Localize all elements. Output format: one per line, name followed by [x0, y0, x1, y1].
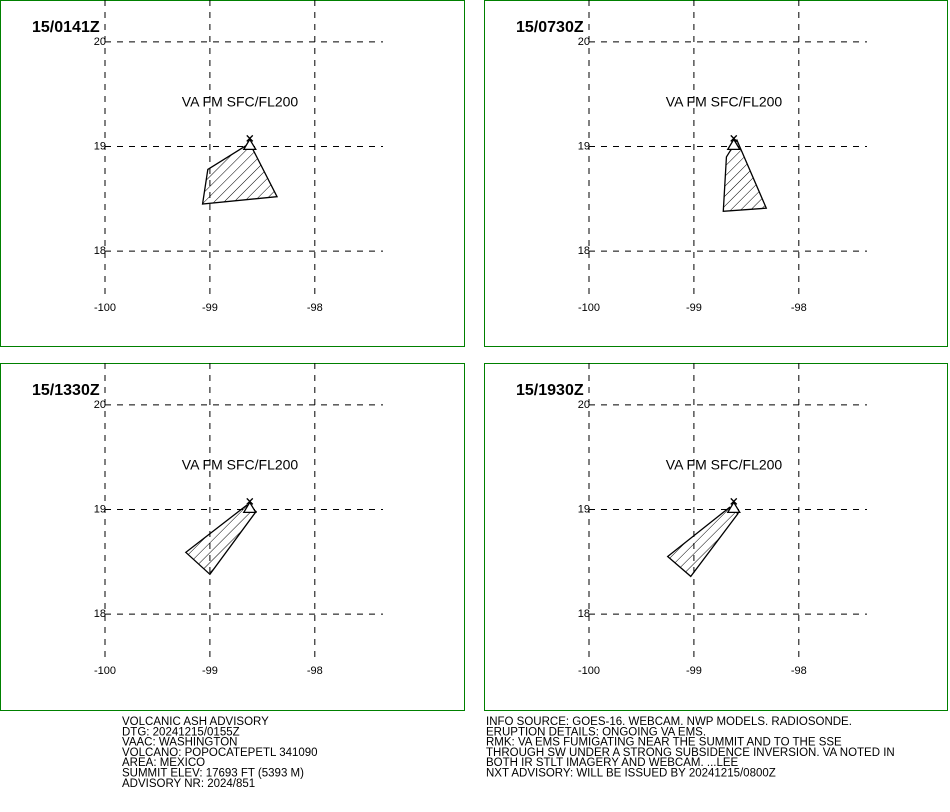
valid-time: 15/0141Z [32, 19, 100, 36]
ash-polygon [184, 504, 257, 576]
map-panel: 20 19 18 -100 -99 -98 15/0141Z VA FM SFC/FL200 [0, 0, 465, 347]
lon-tick-label: -100 [94, 665, 116, 677]
volcano-x [730, 497, 738, 505]
lon-tick-label: -98 [307, 302, 323, 314]
lon-tick-label: -100 [578, 665, 600, 677]
advisory-line: DTG: 20241215/0155Z [122, 726, 240, 738]
lat-tick-label: 18 [578, 608, 590, 620]
ash-polygon [201, 142, 279, 205]
panel-border [484, 363, 948, 711]
lon-tick-label: -100 [578, 302, 600, 314]
ash-polygon [722, 138, 768, 213]
volcano-x [730, 134, 738, 142]
valid-time: 15/1930Z [516, 382, 584, 399]
lat-tick-label: 19 [578, 140, 590, 152]
advisory-line: AREA: MEXICO [122, 757, 205, 769]
map-panel: 20 19 18 -100 -99 -98 15/0730Z VA FM SFC/FL200 [484, 0, 948, 347]
advisory-line: VOLCANIC ASH ADVISORY [122, 716, 269, 728]
advisory-line: RMK: VA EMS FUMIGATING NEAR THE SUMMIT A… [486, 737, 842, 749]
lat-tick-label: 18 [578, 245, 590, 257]
volcano-x [246, 497, 254, 505]
lon-tick-label: -99 [686, 665, 702, 677]
advisory-line: INFO SOURCE: GOES-16. WEBCAM. NWP MODELS… [486, 716, 852, 728]
level-label: VA FM SFC/FL200 [666, 94, 783, 110]
lon-tick-label: -100 [94, 302, 116, 314]
level-label: VA FM SFC/FL200 [182, 94, 299, 110]
volcano-x [246, 134, 254, 142]
advisory-line: BOTH IR STLT IMAGERY AND WEBCAM. ...LEE [486, 757, 739, 769]
valid-time: 15/0730Z [516, 19, 584, 36]
volcano-triangle [242, 501, 257, 514]
lat-tick-label: 20 [578, 399, 590, 411]
volcano-triangle [726, 501, 741, 514]
lat-tick-label: 20 [94, 36, 106, 48]
volcano-symbol [242, 497, 257, 514]
advisory-line: ADVISORY NR: 2024/851 [122, 778, 255, 790]
volcano-symbol [726, 497, 741, 514]
lon-tick-label: -99 [202, 302, 218, 314]
panel-border [0, 363, 465, 711]
volcano-symbol [242, 134, 257, 151]
lon-tick-label: -98 [791, 665, 807, 677]
valid-time: 15/1330Z [32, 382, 100, 399]
lat-tick-label: 20 [578, 36, 590, 48]
lon-tick-label: -98 [791, 302, 807, 314]
advisory-line: VOLCANO: POPOCATEPETL 341090 [122, 747, 318, 759]
lat-tick-label: 19 [578, 503, 590, 515]
level-label: VA FM SFC/FL200 [182, 457, 299, 473]
map-panel: 20 19 18 -100 -99 -98 15/1930Z VA FM SFC/FL200 [484, 363, 948, 711]
panel-border [484, 0, 948, 347]
lon-tick-label: -98 [307, 665, 323, 677]
advisory-line: ERUPTION DETAILS: ONGOING VA EMS. [486, 726, 706, 738]
map-panel: 20 19 18 -100 -99 -98 15/1330Z VA FM SFC/FL200 [0, 363, 465, 711]
lat-tick-label: 18 [94, 608, 106, 620]
lat-tick-label: 18 [94, 245, 106, 257]
volcano-triangle [242, 138, 257, 151]
volcano-symbol [726, 134, 741, 151]
lat-tick-label: 19 [94, 503, 106, 515]
lon-tick-label: -99 [686, 302, 702, 314]
lon-tick-label: -99 [202, 665, 218, 677]
advisory-line: NXT ADVISORY: WILL BE ISSUED BY 20241215… [486, 768, 776, 780]
advisory-line: SUMMIT ELEV: 17693 FT (5393 M) [122, 768, 304, 780]
advisory-line: THROUGH SW UNDER A STRONG SUBSIDENCE INV… [486, 747, 895, 759]
level-label: VA FM SFC/FL200 [666, 457, 783, 473]
lat-tick-label: 19 [94, 140, 106, 152]
lat-tick-label: 20 [94, 399, 106, 411]
panel-border [0, 0, 465, 347]
advisory-line: VAAC: WASHINGTON [122, 737, 237, 749]
ash-polygon [666, 506, 739, 578]
volcano-triangle [726, 138, 741, 151]
